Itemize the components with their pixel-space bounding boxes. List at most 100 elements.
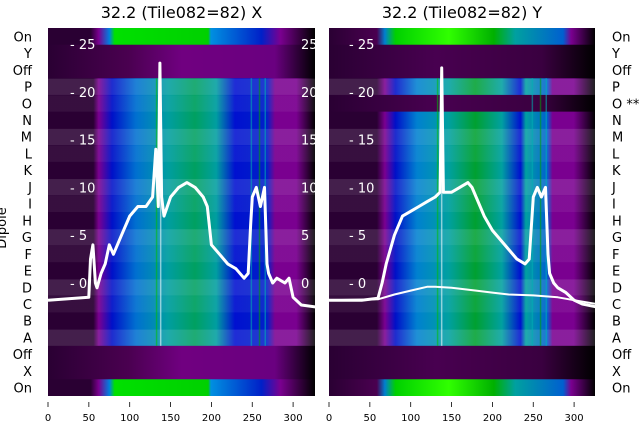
heatmap-row — [48, 212, 315, 230]
x-tick-label: 0 — [45, 413, 51, 424]
row-label: P — [612, 81, 620, 96]
row-label: G — [22, 231, 32, 246]
series-line-trace — [48, 61, 315, 309]
inner-y-tick: - 10 — [349, 181, 374, 196]
inner-y-tick: - 15 — [70, 134, 95, 149]
heatmap-row — [329, 28, 595, 46]
row-label: Y — [611, 47, 620, 62]
heatmap-row — [329, 329, 595, 347]
heatmap — [329, 28, 595, 396]
heatmap-streak — [436, 78, 439, 346]
row-label: G — [612, 231, 622, 246]
row-label: D — [22, 281, 32, 296]
heatmap-row — [48, 262, 315, 280]
x-tick-label: 300 — [565, 413, 584, 424]
heatmap-row — [329, 78, 595, 96]
x-tick-label: 300 — [284, 413, 303, 424]
heatmap-streak — [258, 78, 261, 346]
inner-y-tick: - 25 — [70, 38, 95, 53]
row-label: H — [612, 214, 622, 229]
heatmap-row — [48, 295, 315, 313]
row-label: On — [14, 30, 32, 45]
inner-y-tick: - 20 — [70, 86, 95, 101]
panel-title: 32.2 (Tile082=82) X — [101, 3, 263, 22]
heatmap-row — [329, 128, 595, 146]
x-tick-label: 250 — [243, 413, 262, 424]
inner-y-tick: - 15 — [349, 134, 374, 149]
row-label: N — [22, 114, 32, 129]
row-label: N — [612, 114, 622, 129]
x-tick-label: 100 — [120, 413, 139, 424]
row-label: B — [612, 315, 621, 330]
row-label: L — [25, 147, 33, 162]
row-label: A — [23, 331, 32, 346]
heatmap-row — [329, 345, 595, 364]
heatmap-row — [48, 312, 315, 330]
row-label: F — [25, 248, 32, 263]
heatmap-row — [48, 362, 315, 380]
heatmap-row — [48, 145, 315, 163]
heatmap-row — [48, 345, 315, 364]
heatmap-row — [329, 295, 595, 313]
heatmap-row — [329, 44, 595, 62]
row-label: Off — [13, 348, 33, 363]
heatmap-row — [48, 61, 315, 79]
heatmap-row — [48, 278, 315, 297]
x-tick-label: 50 — [363, 413, 376, 424]
row-label: K — [612, 164, 621, 179]
heatmap-row — [329, 145, 595, 163]
row-label: P — [24, 81, 32, 96]
inner-y-tick-right: 20 — [301, 86, 318, 101]
heatmap: 0 5 10 15 20 25 — [48, 28, 318, 396]
x-tick-label: 200 — [202, 413, 221, 424]
heatmap-row — [48, 78, 315, 96]
heatmap-row — [48, 245, 315, 263]
heatmap-row — [329, 161, 595, 180]
heatmap-row — [329, 379, 595, 396]
heatmap-row — [329, 94, 595, 113]
inner-y-tick: - 0 — [349, 277, 366, 292]
heatmap-row — [329, 278, 595, 297]
series-line-trace-low — [329, 285, 595, 305]
x-tick-label: 100 — [401, 413, 420, 424]
x-tick-label: 50 — [82, 413, 95, 424]
row-label: On — [14, 382, 32, 397]
row-label: M — [21, 131, 32, 146]
heatmap-row — [48, 228, 315, 246]
inner-y-tick: - 0 — [70, 277, 87, 292]
row-label: F — [612, 248, 619, 263]
inner-y-tick: - 20 — [349, 86, 374, 101]
heatmap-streak — [539, 78, 542, 346]
row-label: K — [23, 164, 32, 179]
row-label: A — [612, 331, 621, 346]
heatmap-row — [48, 161, 315, 180]
heatmap-row — [329, 111, 595, 129]
row-label: J — [27, 181, 32, 196]
inner-y-tick-right: 10 — [301, 181, 318, 196]
inner-y-tick-right: 0 — [301, 277, 309, 292]
x-tick-label: 250 — [524, 413, 543, 424]
heatmap-row — [48, 111, 315, 129]
inner-y-tick-right: 25 — [301, 38, 318, 53]
inner-y-tick-right: 15 — [301, 134, 318, 149]
heatmap-row — [48, 44, 315, 62]
heatmap-streak — [440, 78, 443, 346]
row-label: X — [23, 365, 32, 380]
row-label: O ** — [612, 97, 640, 112]
row-label: L — [612, 147, 620, 162]
panel-x: 32.2 (Tile082=82) X 0 5 10 15 20 25 On Y Off PONML… — [13, 3, 318, 424]
heatmap-row — [329, 362, 595, 380]
heatmap-row — [48, 28, 315, 46]
row-label: X — [612, 365, 621, 380]
row-label: D — [612, 281, 622, 296]
heatmap-row — [329, 195, 595, 213]
panel-title: 32.2 (Tile082=82) Y — [382, 3, 543, 22]
x-tick-label: 150 — [442, 413, 461, 424]
row-label: On — [612, 382, 630, 397]
row-label: Off — [612, 348, 632, 363]
row-label: Off — [13, 64, 33, 79]
panel-y: 32.2 (Tile082=82) Y On Y Off PO ** NMLKJIHGFE… — [326, 3, 640, 424]
series-line-trace-main — [329, 66, 595, 309]
row-label: M — [612, 131, 623, 146]
